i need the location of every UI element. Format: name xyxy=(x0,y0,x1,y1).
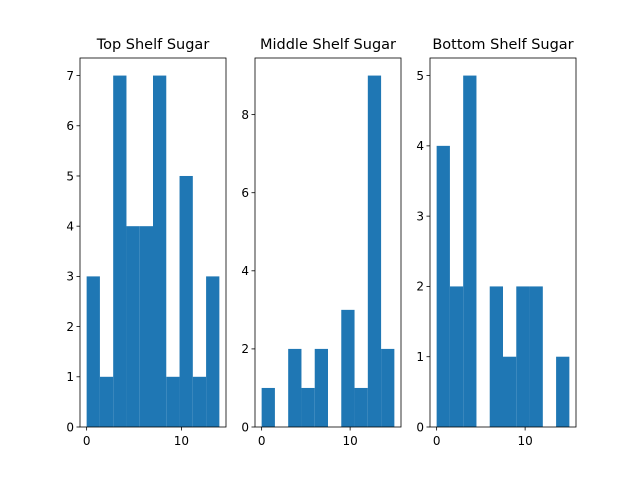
top-shelf-bar-6 xyxy=(166,376,180,427)
bottom-shelf-panel: 0 1 2 3 4 5 0 10 Bottom Shelf Sugar xyxy=(416,37,577,448)
top-shelf-ytick-label-2: 2 xyxy=(66,320,74,334)
middle-shelf-bar-8 xyxy=(367,75,382,428)
top-shelf-bar-4 xyxy=(139,226,153,427)
bottom-shelf-bar-0 xyxy=(436,145,450,427)
top-shelf-ytick-label-4: 4 xyxy=(66,219,74,233)
top-shelf-bar-5 xyxy=(153,75,167,428)
middle-shelf-bar-6 xyxy=(341,309,355,427)
top-shelf-ytick-label-5: 5 xyxy=(66,169,74,183)
middle-shelf-ytick-label-0: 0 xyxy=(241,420,249,434)
top-shelf-bar-3 xyxy=(126,226,140,427)
middle-shelf-title: Middle Shelf Sugar xyxy=(260,37,396,53)
bottom-shelf-ytick-label-2: 2 xyxy=(416,280,424,294)
bottom-shelf-bar-1 xyxy=(449,286,464,427)
top-shelf-bar-8 xyxy=(192,376,207,427)
bottom-shelf-bar-9 xyxy=(556,356,570,427)
middle-shelf-bar-3 xyxy=(301,387,315,427)
middle-shelf-xtick-label-1: 10 xyxy=(342,434,357,448)
middle-shelf-bar-9 xyxy=(381,348,395,427)
bottom-shelf-bar-6 xyxy=(516,286,530,427)
top-shelf-ytick-label-6: 6 xyxy=(66,119,74,133)
bottom-shelf-ytick-label-3: 3 xyxy=(416,209,424,223)
middle-shelf-ytick-label-2: 4 xyxy=(241,264,249,278)
bottom-shelf-bar-2 xyxy=(463,75,477,428)
top-shelf-ytick-label-0: 0 xyxy=(66,420,74,434)
top-shelf-axes-frame xyxy=(79,57,227,428)
bottom-shelf-bar-7 xyxy=(529,286,543,427)
bottom-shelf-title: Bottom Shelf Sugar xyxy=(432,37,573,53)
top-shelf-ytick-label-1: 1 xyxy=(66,370,74,384)
top-shelf-bar-1 xyxy=(99,376,114,427)
middle-shelf-panel: 0 2 4 6 8 0 10 Middle Shelf Sugar xyxy=(241,37,402,448)
bottom-shelf-xtick-label-0: 0 xyxy=(433,434,441,448)
bottom-shelf-bar-4 xyxy=(489,286,503,427)
middle-shelf-ytick-label-3: 6 xyxy=(241,186,249,200)
middle-shelf-ytick-label-1: 2 xyxy=(241,342,249,356)
top-shelf-xtick-label-1: 10 xyxy=(174,434,189,448)
bottom-shelf-axes-frame xyxy=(429,57,577,428)
bottom-shelf-xtick-label-1: 10 xyxy=(517,434,532,448)
bottom-shelf-ytick-label-0: 0 xyxy=(416,420,424,434)
middle-shelf-bar-2 xyxy=(288,348,302,427)
middle-shelf-axes-frame xyxy=(254,57,402,428)
top-shelf-bar-0 xyxy=(86,276,100,427)
top-shelf-xtick-label-0: 0 xyxy=(83,434,91,448)
middle-shelf-bar-7 xyxy=(354,387,368,427)
bottom-shelf-ytick-label-5: 5 xyxy=(416,69,424,83)
middle-shelf-xtick-label-0: 0 xyxy=(258,434,266,448)
top-shelf-bar-7 xyxy=(179,175,193,427)
bottom-shelf-bar-5 xyxy=(503,356,517,427)
bottom-shelf-ytick-label-1: 1 xyxy=(416,350,424,364)
top-shelf-ytick-label-3: 3 xyxy=(66,270,74,284)
top-shelf-bar-9 xyxy=(206,276,220,427)
top-shelf-title: Top Shelf Sugar xyxy=(96,37,210,53)
top-shelf-panel: 0 1 2 3 4 5 6 7 0 10 Top Shelf Sugar xyxy=(66,37,227,448)
bottom-shelf-ytick-label-4: 4 xyxy=(416,139,424,153)
middle-shelf-bar-4 xyxy=(314,348,328,427)
top-shelf-ytick-label-7: 7 xyxy=(66,69,74,83)
middle-shelf-bar-0 xyxy=(261,387,275,427)
top-shelf-bar-2 xyxy=(113,75,127,428)
middle-shelf-ytick-label-4: 8 xyxy=(241,108,249,122)
